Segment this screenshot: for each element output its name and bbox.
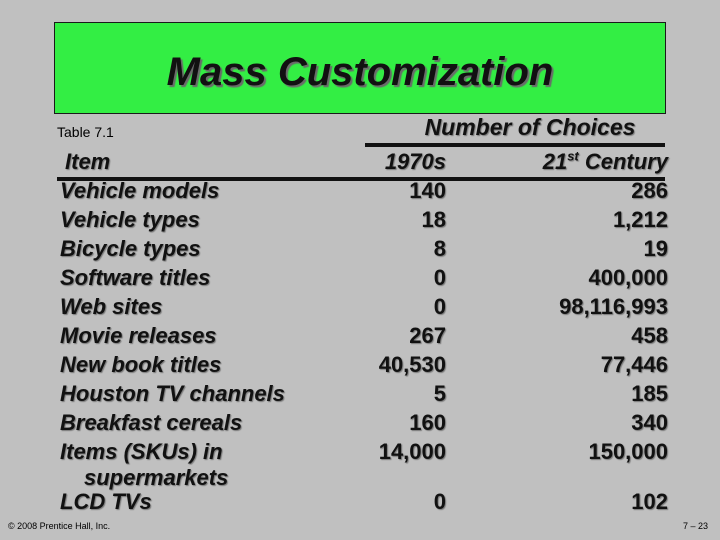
row-21st-century: 19 bbox=[643, 236, 668, 261]
table-row: LCD TVs 0 102 bbox=[60, 489, 668, 518]
row-1970s: 5 bbox=[433, 381, 446, 406]
row-item: Software titles bbox=[60, 265, 211, 290]
row-1970s: 0 bbox=[433, 489, 446, 514]
row-21st-century: 1,212 bbox=[612, 207, 668, 232]
row-21st-century: 102 bbox=[631, 489, 668, 514]
row-item: LCD TVs bbox=[60, 489, 152, 514]
choices-header: Number of Choices bbox=[424, 114, 636, 140]
table-row: Houston TV channels 5 185 bbox=[60, 381, 668, 410]
row-21st-century: 77,446 bbox=[600, 352, 668, 377]
table-row: Software titles 0 400,000 bbox=[60, 265, 668, 294]
row-item-line1: Items (SKUs) in bbox=[60, 439, 223, 464]
row-1970s: 18 bbox=[421, 207, 446, 232]
row-21st-century: 458 bbox=[631, 323, 668, 348]
table-row: Items (SKUs) in supermarkets 14,000 150,… bbox=[60, 439, 668, 491]
row-item: Houston TV channels bbox=[60, 381, 285, 406]
table-label: Table 7.1 bbox=[57, 124, 114, 140]
table-row: Movie releases 267 458 bbox=[60, 323, 668, 352]
header-21-rest: Century bbox=[578, 149, 668, 174]
table-row: Web sites 0 98,116,993 bbox=[60, 294, 668, 323]
column-header-rule bbox=[57, 177, 665, 181]
row-21st-century: 286 bbox=[631, 178, 668, 203]
row-1970s: 14,000 bbox=[378, 439, 446, 464]
table-row: Breakfast cereals 160 340 bbox=[60, 410, 668, 439]
title-box bbox=[54, 22, 666, 114]
row-item: Vehicle models bbox=[60, 178, 220, 203]
header-21-base: 21 bbox=[542, 149, 568, 174]
table-row: New book titles 40,530 77,446 bbox=[60, 352, 668, 381]
row-item: New book titles bbox=[60, 352, 222, 377]
row-1970s: 140 bbox=[409, 178, 446, 203]
row-1970s: 160 bbox=[409, 410, 446, 435]
row-item: Web sites bbox=[60, 294, 163, 319]
row-21st-century: 340 bbox=[631, 410, 668, 435]
row-1970s: 0 bbox=[433, 294, 446, 319]
row-1970s: 8 bbox=[433, 236, 446, 261]
page-number: 7 – 23 bbox=[682, 521, 708, 531]
row-21st-century: 98,116,993 bbox=[559, 294, 668, 319]
row-21st-century: 400,000 bbox=[588, 265, 668, 290]
table-row: Vehicle models 140 286 bbox=[60, 178, 668, 207]
row-1970s: 40,530 bbox=[378, 352, 446, 377]
header-rule bbox=[365, 143, 665, 147]
copyright-notice: © 2008 Prentice Hall, Inc. bbox=[8, 521, 111, 531]
row-21st-century: 185 bbox=[631, 381, 668, 406]
row-item: Bicycle types bbox=[60, 236, 201, 261]
row-1970s: 0 bbox=[433, 265, 446, 290]
row-item: Items (SKUs) in supermarkets bbox=[60, 439, 228, 491]
row-1970s: 267 bbox=[409, 323, 446, 348]
row-21st-century: 150,000 bbox=[588, 439, 668, 464]
row-item: Movie releases bbox=[60, 323, 217, 348]
column-header-item: Item bbox=[65, 149, 111, 174]
column-header-1970s: 1970s bbox=[384, 149, 446, 174]
slide-title: Mass Customization bbox=[166, 50, 554, 94]
row-item: Breakfast cereals bbox=[60, 410, 243, 435]
row-item: Vehicle types bbox=[60, 207, 200, 232]
header-21-sup: st bbox=[567, 148, 579, 164]
table-row: Vehicle types 18 1,212 bbox=[60, 207, 668, 236]
column-header-21st-century: 21st Century bbox=[543, 149, 668, 175]
choices-table: Vehicle models 140 286 Vehicle types 18 … bbox=[60, 178, 668, 518]
row-item-line2: supermarkets bbox=[84, 465, 229, 490]
table-row: Bicycle types 8 19 bbox=[60, 236, 668, 265]
